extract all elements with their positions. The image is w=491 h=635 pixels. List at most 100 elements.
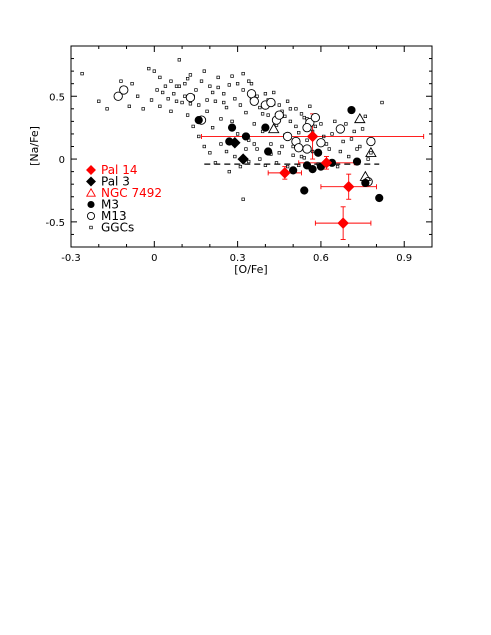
point-m13 xyxy=(335,124,346,134)
point-m13 xyxy=(185,92,196,103)
point-ggcs xyxy=(263,92,268,96)
legend-item: M13 xyxy=(86,209,127,223)
point-ggcs xyxy=(249,82,254,86)
point-ggcs xyxy=(285,164,290,169)
x-tick-label: 0.6 xyxy=(313,253,329,264)
point-ggcs xyxy=(238,103,243,107)
point-ggcs xyxy=(352,129,356,134)
point-ngc-7492-field- xyxy=(267,123,280,134)
point-ggcs xyxy=(188,102,193,106)
point-ggcs xyxy=(183,94,187,98)
point-ggcs xyxy=(205,109,209,113)
point-ggcs xyxy=(344,122,348,126)
point-m3 xyxy=(361,178,370,188)
point-ggcs xyxy=(185,77,190,81)
point-ggcs xyxy=(135,94,140,98)
point-ggcs xyxy=(341,139,345,144)
legend-item: NGC 7492 xyxy=(85,186,162,200)
legend-label: M13 xyxy=(101,209,127,223)
point-ggcs xyxy=(241,88,245,92)
legend-marker xyxy=(87,200,95,209)
point-ggcs xyxy=(244,110,248,115)
point-ggcs xyxy=(252,142,256,146)
point-m3 xyxy=(194,116,203,125)
legend-item: Pal 3 xyxy=(86,175,130,189)
point-m3 xyxy=(227,123,237,132)
point-ggcs xyxy=(241,71,245,76)
point-ggcs xyxy=(213,161,218,165)
point-ggcs xyxy=(252,122,256,126)
point-m13 xyxy=(282,131,293,142)
point-ggcs xyxy=(97,99,101,103)
point-ggcs xyxy=(169,109,173,113)
point-ggcs xyxy=(280,144,284,149)
point-ggcs xyxy=(291,153,295,157)
legend-item: GGCs xyxy=(89,221,134,235)
point-ggcs xyxy=(208,151,212,155)
point-ngc-7492-field- xyxy=(365,146,377,157)
point-ngc-7492-field- xyxy=(354,112,366,124)
point-ggcs xyxy=(258,105,262,110)
point-ggcs xyxy=(260,112,265,116)
point-m3 xyxy=(241,132,251,141)
point-ggcs xyxy=(172,92,176,96)
point-ggcs xyxy=(310,149,315,154)
y-tick-label: 0.5 xyxy=(49,92,65,103)
point-ggcs xyxy=(283,114,287,119)
point-m13 xyxy=(302,144,312,154)
y-tick-label: 0 xyxy=(59,155,65,166)
point-ggcs xyxy=(233,154,237,159)
point-ggcs xyxy=(288,107,293,111)
point-ggcs xyxy=(324,142,329,146)
point-ggcs xyxy=(347,154,351,159)
point-ggcs xyxy=(294,124,298,129)
legend-label: GGCs xyxy=(101,221,134,235)
point-ggcs xyxy=(205,98,209,102)
point-ggcs xyxy=(302,115,306,120)
point-ggcs xyxy=(188,73,193,77)
point-m3 xyxy=(264,147,273,156)
tick-labels: -0.3 0 0.3 0.6 0.9 -0.5 0 0.5 xyxy=(45,92,412,264)
point-ggcs xyxy=(202,69,206,73)
point-ggcs xyxy=(338,149,343,154)
point-ggcs xyxy=(152,69,156,73)
point-ggcs xyxy=(235,132,240,136)
point-ngc-7492-field- xyxy=(359,170,372,181)
point-ggcs xyxy=(174,84,179,88)
point-ggcs xyxy=(208,84,212,88)
point-ggcs xyxy=(244,147,248,151)
point-ggcs xyxy=(141,107,145,111)
point-ggcs xyxy=(224,149,229,154)
legend-marker xyxy=(86,165,96,175)
point-ggcs xyxy=(166,97,170,101)
point-ggcs xyxy=(288,119,293,124)
point-m13 xyxy=(119,85,129,95)
point-ggcs xyxy=(308,104,312,108)
legend-marker xyxy=(85,187,97,197)
legend-item: Pal 14 xyxy=(86,163,137,177)
point-ggcs xyxy=(369,151,373,155)
point-ggcs xyxy=(322,134,326,139)
point-ggcs xyxy=(330,132,334,136)
point-ggcs xyxy=(169,79,173,83)
point-pal-14 xyxy=(342,180,355,193)
point-m3 xyxy=(316,162,326,171)
point-ggcs xyxy=(199,79,204,83)
point-ggcs xyxy=(355,147,359,151)
point-pal-14 xyxy=(337,217,349,229)
point-m3 xyxy=(352,157,362,166)
legend-label: NGC 7492 xyxy=(101,186,162,200)
point-ggcs xyxy=(158,75,162,80)
point-ggcs xyxy=(235,82,240,86)
data-points xyxy=(80,58,384,229)
point-ggcs xyxy=(266,113,270,117)
point-m13 xyxy=(266,97,276,108)
point-ggcs xyxy=(366,157,370,161)
point-pal-14 xyxy=(279,167,291,179)
point-ggcs xyxy=(238,164,243,169)
point-ggcs xyxy=(299,112,304,116)
point-ggcs xyxy=(349,137,354,141)
point-ggcs xyxy=(247,79,251,83)
point-ggcs xyxy=(219,117,223,121)
